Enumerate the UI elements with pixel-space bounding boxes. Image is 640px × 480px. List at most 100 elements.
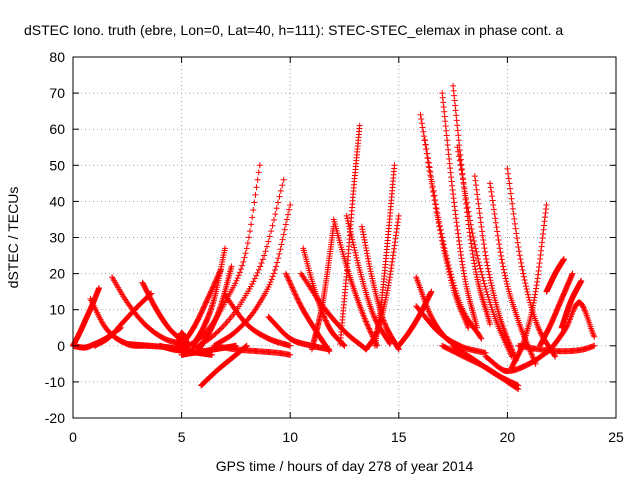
- data-point: [346, 225, 353, 232]
- data-point: [454, 127, 461, 134]
- data-point: [502, 275, 509, 282]
- data-point: [478, 223, 485, 230]
- data-point: [228, 263, 235, 270]
- data-point: [291, 290, 298, 297]
- data-point: [436, 222, 443, 229]
- data-point: [222, 245, 229, 252]
- y-tick-label: 60: [49, 121, 65, 137]
- data-point: [294, 296, 301, 303]
- data-point: [503, 278, 510, 285]
- data-point: [472, 177, 479, 184]
- data-point: [505, 175, 512, 182]
- data-point: [454, 144, 461, 151]
- data-point: [266, 233, 273, 240]
- data-series: [298, 270, 370, 353]
- data-point: [490, 201, 497, 208]
- data-point: [289, 284, 296, 291]
- data-point: [496, 241, 503, 248]
- data-point: [240, 258, 247, 265]
- data-point: [509, 200, 516, 207]
- data-point: [504, 165, 511, 172]
- data-point: [364, 252, 371, 259]
- data-point: [349, 236, 356, 243]
- data-point: [464, 204, 471, 211]
- data-point: [235, 272, 242, 279]
- data-point: [484, 291, 491, 298]
- data-point: [437, 226, 444, 233]
- data-point: [360, 231, 367, 238]
- data-point: [450, 87, 457, 94]
- data-point: [432, 196, 439, 203]
- data-point: [543, 202, 550, 209]
- data-point: [356, 122, 363, 129]
- data-point: [223, 319, 230, 326]
- data-point: [480, 237, 487, 244]
- data-point: [360, 234, 367, 241]
- data-point: [460, 181, 467, 188]
- data-point: [284, 273, 291, 280]
- data-point: [491, 210, 498, 217]
- data-point: [420, 133, 427, 140]
- data-point: [273, 205, 280, 212]
- data-point: [363, 244, 370, 251]
- data-point: [341, 342, 348, 349]
- data-point: [266, 281, 273, 288]
- data-point: [468, 244, 475, 251]
- data-point: [506, 340, 513, 347]
- data-point: [249, 214, 256, 221]
- data-point: [370, 311, 377, 318]
- data-point: [471, 260, 478, 267]
- data-point: [243, 245, 250, 252]
- data-point: [419, 124, 426, 131]
- data-point: [518, 263, 525, 270]
- data-point: [492, 219, 499, 226]
- data-point: [427, 312, 434, 319]
- data-point: [473, 182, 480, 189]
- data-point: [218, 325, 225, 332]
- data-point: [270, 270, 277, 277]
- data-point: [272, 211, 279, 218]
- data-series: [543, 256, 567, 295]
- data-point: [525, 291, 532, 298]
- data-point: [426, 164, 433, 171]
- data-point: [459, 176, 466, 183]
- data-point: [363, 247, 370, 254]
- data-point: [469, 250, 476, 257]
- data-point: [428, 178, 435, 185]
- data-point: [270, 216, 277, 223]
- data-point: [569, 308, 576, 315]
- data-point: [485, 294, 492, 301]
- data-point: [478, 335, 485, 342]
- data-point: [463, 199, 470, 206]
- data-point: [488, 193, 495, 200]
- data-point: [455, 132, 462, 139]
- data-point: [365, 324, 372, 331]
- data-point: [359, 228, 366, 235]
- data-point: [430, 193, 437, 200]
- data-point: [482, 252, 489, 259]
- data-point: [263, 243, 270, 250]
- data-point: [277, 246, 284, 253]
- data-point: [590, 332, 597, 339]
- data-point: [501, 269, 508, 276]
- data-point: [247, 228, 254, 235]
- data-point: [426, 309, 433, 316]
- data-point: [522, 280, 529, 287]
- data-point: [472, 245, 479, 252]
- data-series: [487, 180, 539, 367]
- data-point: [268, 228, 275, 235]
- data-point: [348, 231, 355, 238]
- data-point: [497, 249, 504, 256]
- data-point: [208, 287, 215, 294]
- data-point: [208, 288, 215, 295]
- data-point: [487, 321, 494, 328]
- data-point: [457, 151, 464, 158]
- data-point: [489, 197, 496, 204]
- data-point: [344, 218, 351, 225]
- data-point: [433, 205, 440, 212]
- data-point: [477, 334, 484, 341]
- data-point: [570, 307, 577, 314]
- data-point: [465, 324, 472, 331]
- data-point: [455, 148, 462, 155]
